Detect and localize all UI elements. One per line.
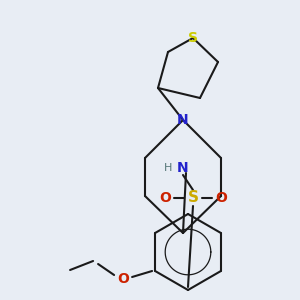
Text: O: O <box>215 191 227 205</box>
Text: S: S <box>188 31 198 45</box>
Text: O: O <box>159 191 171 205</box>
Text: S: S <box>188 190 199 206</box>
Text: N: N <box>177 113 189 127</box>
Text: O: O <box>117 272 129 286</box>
Text: H: H <box>164 163 172 173</box>
Text: N: N <box>177 161 189 175</box>
